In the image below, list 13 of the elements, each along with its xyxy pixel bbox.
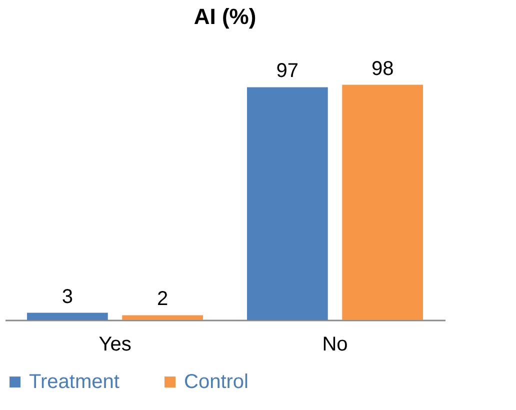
data-label: 98	[371, 58, 394, 80]
data-label: 3	[62, 286, 73, 308]
x-tick-label: Yes	[98, 334, 132, 356]
chart-title: AI (%)	[194, 4, 256, 29]
legend-label: Control	[184, 371, 248, 393]
legend-label: Treatment	[29, 371, 120, 393]
bar	[342, 84, 423, 320]
bar	[27, 312, 108, 320]
data-label: 2	[157, 288, 168, 310]
data-label: 97	[276, 60, 299, 82]
x-tick-label: No	[322, 334, 348, 356]
bar	[122, 315, 203, 320]
bar	[247, 87, 328, 320]
